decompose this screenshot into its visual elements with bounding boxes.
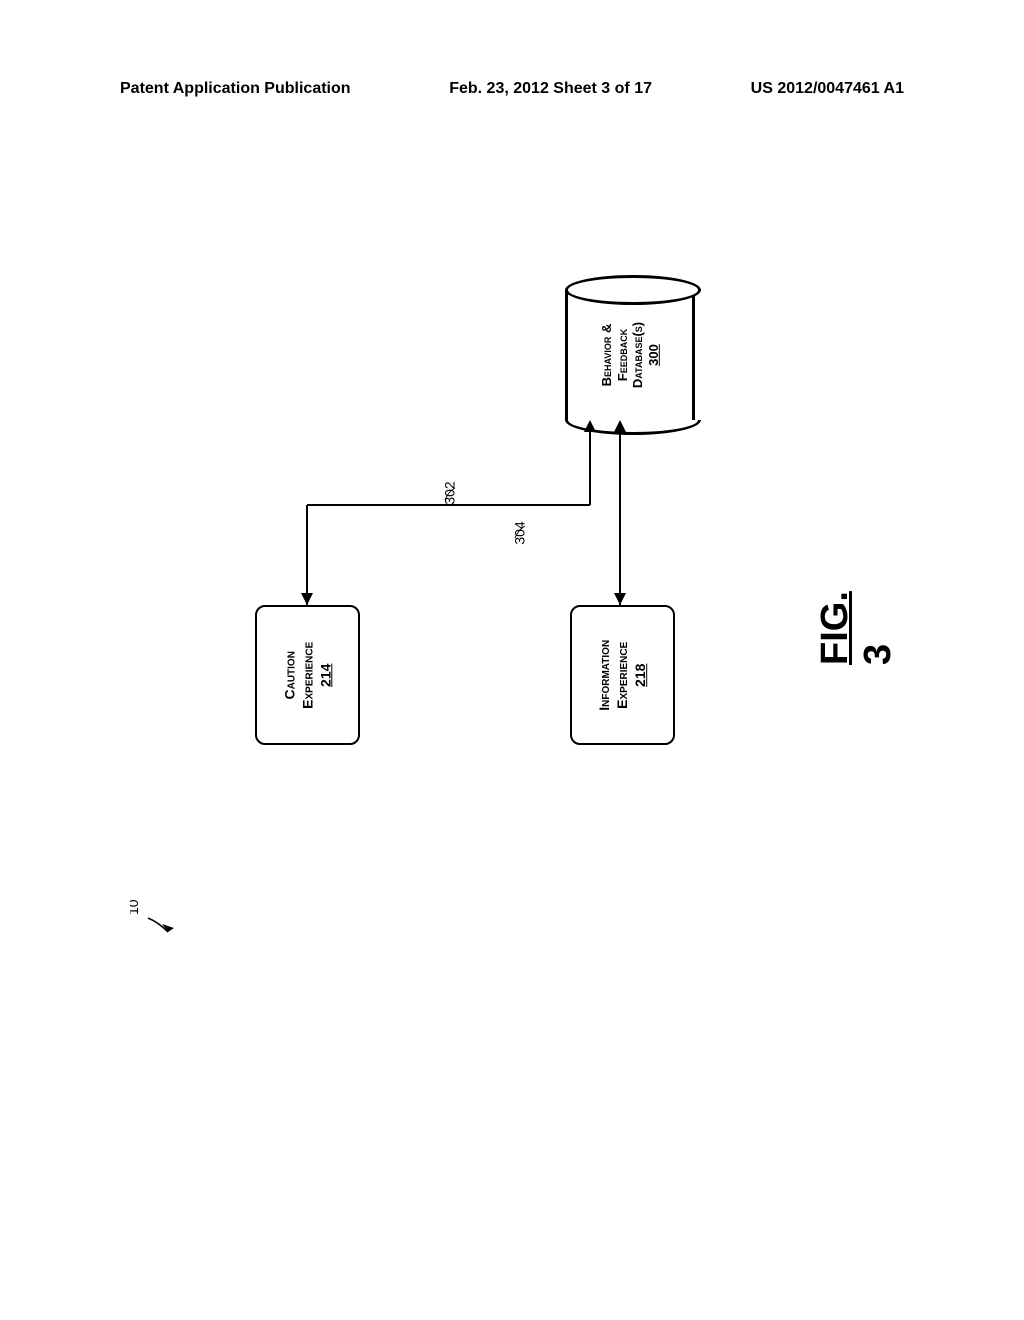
connector-arrows: [120, 270, 904, 1170]
header-date-sheet: Feb. 23, 2012 Sheet 3 of 17: [449, 80, 652, 98]
page-header: Patent Application Publication Feb. 23, …: [0, 80, 1024, 98]
header-publication: Patent Application Publication: [120, 80, 351, 98]
caution-line2: Experience: [299, 641, 315, 708]
figure-diagram: 100 Caution Experience 214 Information E…: [120, 270, 904, 1170]
arrow-ref-304: 304: [512, 521, 528, 544]
system-ref-text: 100: [130, 900, 141, 915]
database-cylinder: Behavior & Feedback Database(s) 300: [565, 290, 695, 420]
arrow-ref-302: 302: [442, 481, 458, 504]
db-ref: 300: [646, 344, 661, 366]
db-line2: Feedback: [614, 329, 629, 381]
information-line1: Information: [596, 640, 612, 711]
system-ref-pointer: 100: [130, 900, 190, 945]
information-experience-box: Information Experience 218: [570, 605, 675, 745]
caution-experience-box: Caution Experience 214: [255, 605, 360, 745]
caution-line1: Caution: [281, 651, 297, 699]
fig-number: 3: [857, 644, 899, 665]
fig-prefix: FIG.: [814, 591, 856, 665]
information-ref: 218: [633, 663, 649, 686]
db-line1: Behavior &: [599, 324, 614, 387]
figure-label: FIG. 3: [814, 571, 900, 665]
db-line3: Database(s): [630, 322, 645, 388]
information-line2: Experience: [614, 641, 630, 708]
header-patent-number: US 2012/0047461 A1: [751, 80, 904, 98]
caution-ref: 214: [318, 663, 334, 686]
